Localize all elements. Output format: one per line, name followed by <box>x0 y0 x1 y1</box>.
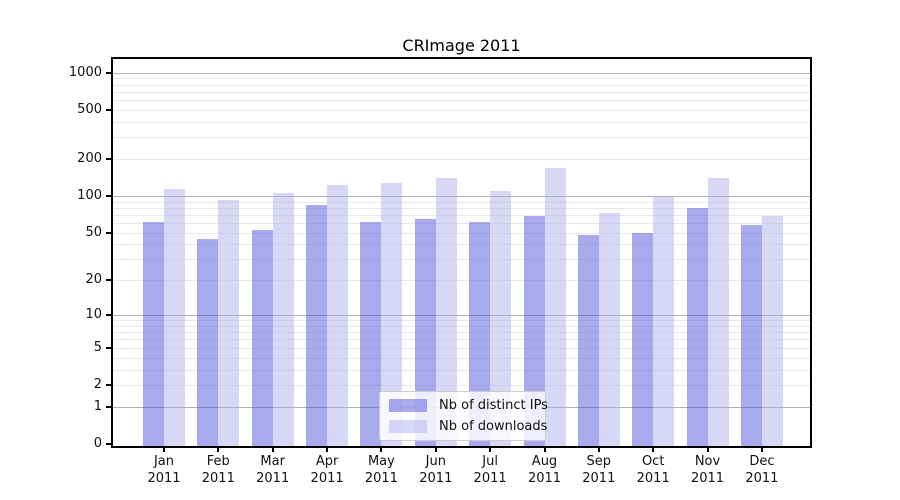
bar-distinct-ips-nov-2011 <box>686 208 708 446</box>
gridline-major-10 <box>113 315 810 317</box>
bar-downloads-sep-2011 <box>598 212 620 446</box>
bar-distinct-ips-jun-2011 <box>414 218 436 446</box>
gridline-minor-400 <box>113 121 810 123</box>
legend-label-distinct-ips: Nb of distinct IPs <box>439 398 548 413</box>
gridline-minor-900 <box>113 78 810 80</box>
legend-item-downloads: Nb of downloads <box>389 419 547 434</box>
gridline-minor-90 <box>113 201 810 203</box>
bar-downloads-apr-2011 <box>327 184 349 446</box>
gridline-minor-600 <box>113 100 810 101</box>
gridline-minor-30 <box>113 259 810 261</box>
bar-distinct-ips-apr-2011 <box>306 205 328 446</box>
gridline-minor-50 <box>113 232 810 234</box>
legend-item-distinct-ips: Nb of distinct IPs <box>389 398 548 413</box>
bar-downloads-jun-2011 <box>435 177 457 446</box>
gridline-minor-800 <box>113 84 810 86</box>
bar-distinct-ips-sep-2011 <box>577 234 599 446</box>
gridline-minor-60 <box>113 223 810 224</box>
gridline-minor-40 <box>113 244 810 246</box>
gridline-minor-20 <box>113 280 810 282</box>
gridline-minor-700 <box>113 91 810 93</box>
bar-downloads-aug-2011 <box>544 167 566 446</box>
bar-distinct-ips-aug-2011 <box>523 216 545 446</box>
gridline-minor-9 <box>113 320 810 322</box>
gridline-minor-300 <box>113 137 810 139</box>
bar-downloads-dec-2011 <box>761 216 783 446</box>
bar-downloads-feb-2011 <box>218 200 240 446</box>
bar-downloads-may-2011 <box>381 183 403 446</box>
gridline-minor-2 <box>113 384 810 386</box>
bar-distinct-ips-may-2011 <box>360 222 382 446</box>
bar-distinct-ips-oct-2011 <box>632 232 654 446</box>
bar-distinct-ips-jan-2011 <box>143 222 164 446</box>
legend-label-downloads: Nb of downloads <box>439 419 548 434</box>
bar-distinct-ips-jul-2011 <box>469 222 491 446</box>
gridline-minor-8 <box>113 325 810 327</box>
bar-downloads-oct-2011 <box>653 195 675 446</box>
gridline-major-100 <box>113 195 810 197</box>
legend-swatch-distinct-ips-icon <box>389 399 427 412</box>
gridline-minor-4 <box>113 357 810 359</box>
legend: Nb of distinct IPs Nb of downloads <box>379 391 548 441</box>
bar-downloads-jul-2011 <box>490 190 512 446</box>
gridline-minor-70 <box>113 214 810 216</box>
bar-distinct-ips-mar-2011 <box>251 229 273 446</box>
gridline-major-1000 <box>113 72 810 74</box>
gridline-minor-500 <box>113 109 810 111</box>
gridline-minor-7 <box>113 332 810 334</box>
gridline-minor-80 <box>113 207 810 209</box>
bar-downloads-mar-2011 <box>272 193 294 446</box>
bar-distinct-ips-feb-2011 <box>197 239 219 446</box>
bar-downloads-nov-2011 <box>707 177 729 446</box>
chart-title: CRImage 2011 <box>402 36 521 55</box>
gridline-minor-6 <box>113 339 810 341</box>
bar-downloads-jan-2011 <box>164 188 185 446</box>
gridline-minor-3 <box>113 369 810 371</box>
gridline-minor-5 <box>113 347 810 349</box>
bar-distinct-ips-dec-2011 <box>740 224 762 446</box>
legend-swatch-downloads-icon <box>389 420 427 433</box>
gridline-minor-200 <box>113 158 810 160</box>
